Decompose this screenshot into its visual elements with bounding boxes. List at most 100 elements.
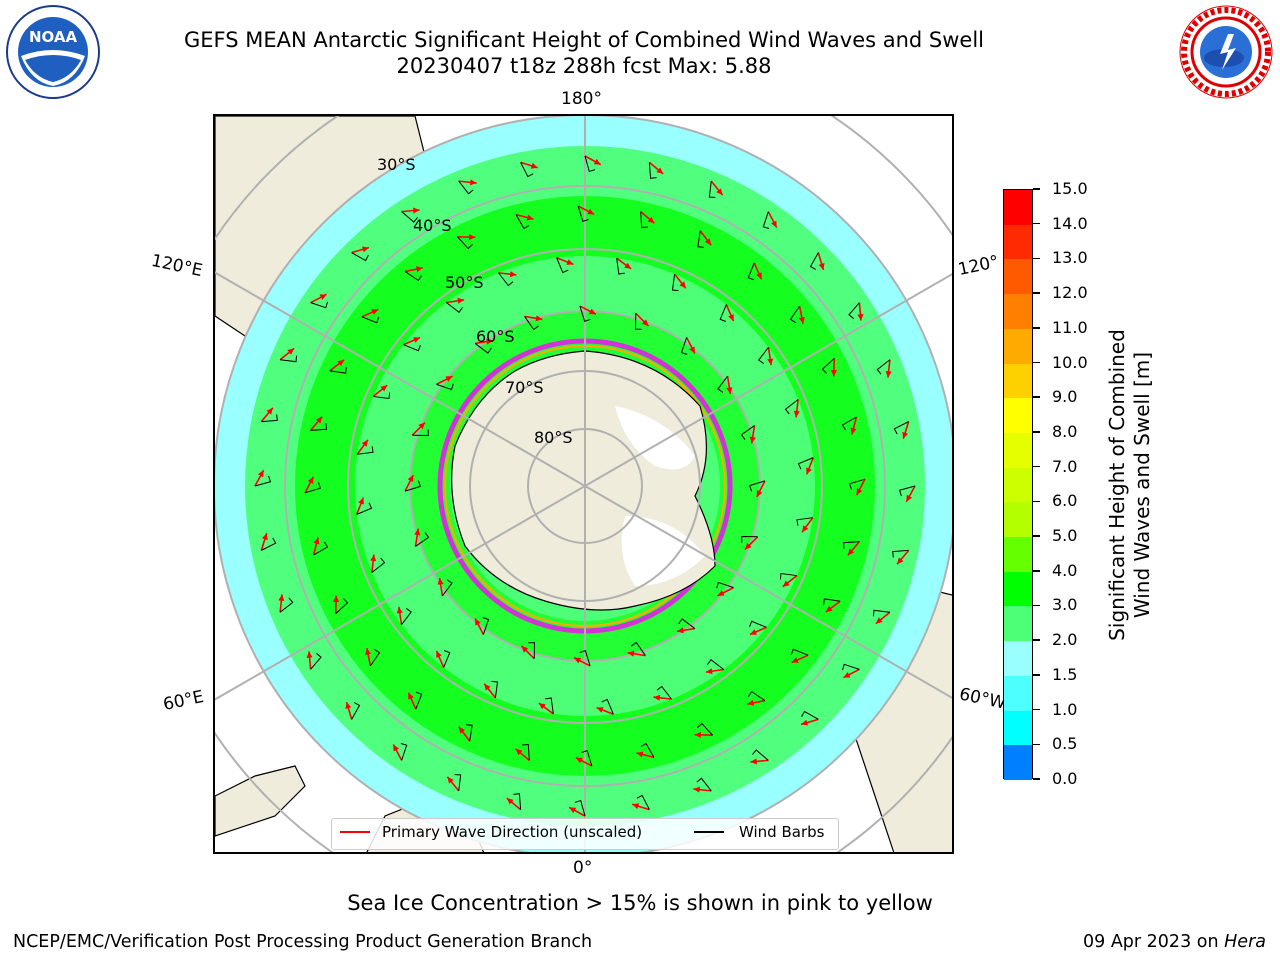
wave-arrow-head <box>509 271 517 278</box>
wind-barb <box>581 749 593 767</box>
wave-arrow-head <box>413 207 420 214</box>
wave-arrow-head <box>850 427 857 435</box>
wind-barb <box>310 301 329 309</box>
wave-arrow-head <box>756 489 763 497</box>
wave-arrow-head <box>624 262 632 269</box>
wind-barb <box>841 663 860 671</box>
wind-barb <box>373 392 391 400</box>
wind-barb <box>310 423 328 431</box>
wave-arrow-head <box>484 683 491 691</box>
colorbar-segment <box>1004 432 1032 469</box>
colorbar-tick-label: 6.0 <box>1052 491 1078 511</box>
wave-arrow-head <box>365 648 372 655</box>
wave-arrow-head <box>319 294 327 300</box>
wave-arrow-head <box>408 692 414 700</box>
wave-arrow-head <box>535 315 543 322</box>
wind-barb <box>458 180 474 195</box>
wind-barb <box>640 211 648 229</box>
wave-arrow-head <box>358 497 364 505</box>
wave-arrow-head <box>593 158 601 165</box>
colorbar-segment <box>1004 398 1032 434</box>
wave-arrow-head <box>632 803 640 810</box>
wind-barb <box>329 367 347 374</box>
wind-barb <box>898 485 916 497</box>
colorbar-segment <box>1004 537 1032 573</box>
wave-arrow-head <box>793 410 800 418</box>
colorbar-segment <box>1004 190 1032 226</box>
wave-arrow-head <box>574 657 582 664</box>
wind-barb <box>371 557 386 573</box>
wave-arrow-head <box>750 758 757 765</box>
wind-barb <box>848 302 860 319</box>
wind-barb <box>748 480 766 492</box>
wind-barb <box>790 648 809 656</box>
colorbar-tick-label: 4.0 <box>1052 560 1078 580</box>
wind-barb <box>556 257 569 274</box>
wind-barb <box>635 313 642 330</box>
wind-barb <box>401 608 412 625</box>
colorbar-tick <box>1033 708 1040 711</box>
wind-barb <box>796 517 813 526</box>
colorbar-tick-label: 11.0 <box>1052 317 1088 337</box>
wind-barb <box>310 653 322 670</box>
wave-arrow-head <box>717 590 725 596</box>
meridians <box>215 116 952 852</box>
wave-arrow-head <box>362 246 369 253</box>
wave-arrow-head <box>818 263 825 270</box>
lon-label-upper-left: 120°E <box>149 250 205 282</box>
wave-arrow-head <box>677 627 684 634</box>
lat-label-40s: 40°S <box>413 216 452 235</box>
wave-arrow-head <box>521 645 529 653</box>
wave-arrow-head <box>647 216 655 224</box>
legend-label-wave-direction: Primary Wave Direction (unscaled) <box>382 823 643 841</box>
wave-arrow-head <box>333 595 340 602</box>
sea-ice-note: Sea Ice Concentration > 15% is shown in … <box>347 891 933 915</box>
wave-arrow-head <box>902 431 909 439</box>
wave-arrow-head <box>307 476 314 484</box>
colorbar-label-line1: Significant Height of Combined <box>1105 329 1129 641</box>
wave-arrow-head <box>716 188 723 196</box>
wind-barb <box>809 252 819 270</box>
wind-barb <box>876 359 891 375</box>
colorbar-tick-label: 3.0 <box>1052 595 1078 615</box>
colorbar-label: Significant Height of Combined Wind Wave… <box>1105 329 1155 641</box>
wave-arrow-head <box>436 650 442 658</box>
wind-barb <box>474 343 492 354</box>
colorbar-tick <box>1033 431 1040 433</box>
wave-arrow-head <box>653 694 661 701</box>
wind-barb <box>369 649 381 667</box>
wind-barb <box>466 724 473 742</box>
wind-barb <box>648 162 657 179</box>
wind-barb <box>656 685 672 700</box>
footer-credit: NCEP/EMC/Verification Post Processing Pr… <box>13 932 593 952</box>
colorbar-tick <box>1033 570 1040 572</box>
lon-label-lower-right: 60°W <box>957 684 1008 714</box>
wind-barb <box>515 214 530 230</box>
wave-arrow-head <box>588 308 596 315</box>
wind-barb <box>784 399 799 415</box>
wind-barb <box>584 155 596 173</box>
wave-arrow-head <box>315 416 323 424</box>
wave-arrow-head <box>447 776 454 784</box>
colorbar-tick-label: 1.5 <box>1052 664 1078 684</box>
wind-barb <box>696 777 712 792</box>
wind-barb <box>574 799 586 817</box>
wave-arrow-head <box>756 272 762 280</box>
wind-barb <box>801 710 819 720</box>
wave-arrow-head <box>641 319 649 327</box>
wind-barb <box>680 337 688 355</box>
wind-barb <box>412 429 429 436</box>
wave-arrow-head <box>689 346 695 354</box>
lon-label-bottom: 0° <box>573 858 593 878</box>
colorbar-tick <box>1033 535 1040 537</box>
colorbar-tick <box>1033 222 1040 225</box>
wind-barb <box>789 305 801 323</box>
colorbar-tick <box>1033 639 1040 641</box>
colorbar-segment <box>1004 328 1032 365</box>
wave-arrow-head <box>486 338 493 345</box>
wind-barb <box>616 258 625 275</box>
colorbar-segment <box>1004 294 1032 330</box>
chart-title-line2: 20230407 t18z 288h fcst Max: 5.88 <box>396 54 772 78</box>
colorbar-tick <box>1033 743 1040 746</box>
wave-arrow-head <box>705 668 713 675</box>
